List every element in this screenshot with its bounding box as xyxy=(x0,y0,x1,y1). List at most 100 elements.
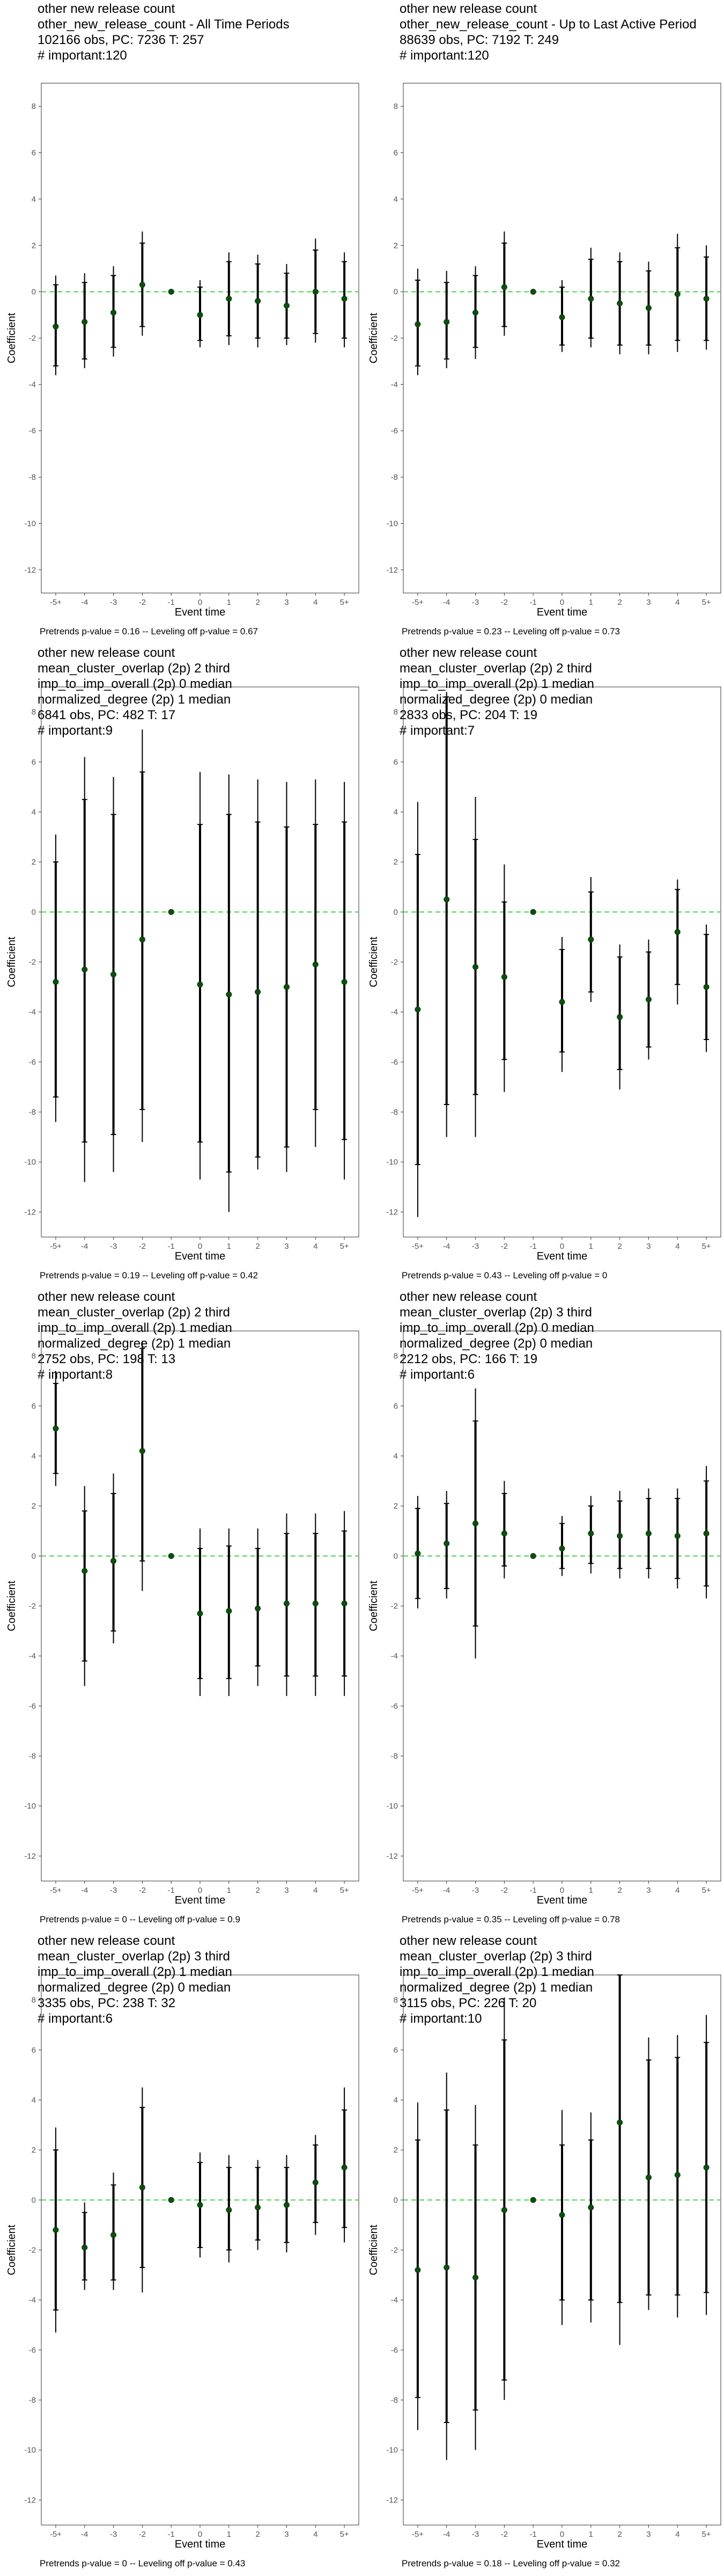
data-point-group xyxy=(168,289,174,295)
coefficient-point xyxy=(617,300,623,306)
y-tick-label: -10 xyxy=(386,519,398,528)
data-point-group xyxy=(139,1341,145,1591)
chart-title-line: 102166 obs, PC: 7236 T: 257 xyxy=(38,33,204,47)
y-tick-label: -4 xyxy=(391,2296,398,2305)
y-tick-label: 2 xyxy=(32,241,36,250)
x-tick-label: 5+ xyxy=(340,2530,349,2539)
coefficient-point xyxy=(674,929,681,935)
chart-title-line: mean_cluster_overlap (2p) 3 third xyxy=(400,1949,592,1964)
pvalue-caption: Pretrends p-value = 0.43 -- Leveling off… xyxy=(402,1270,608,1280)
x-tick-label: -3 xyxy=(472,2530,479,2539)
x-tick-label: 1 xyxy=(589,1242,593,1251)
x-tick-label: 1 xyxy=(227,2530,231,2539)
coefficient-point xyxy=(559,1545,565,1552)
y-tick-label: -6 xyxy=(29,1058,36,1067)
coefficient-point xyxy=(341,1600,348,1607)
y-tick-label: 4 xyxy=(394,195,398,204)
chart-title-line: # important:120 xyxy=(400,48,489,63)
data-point-group xyxy=(341,1511,348,1696)
coefficient-point xyxy=(559,999,565,1005)
chart-title-line: # important:7 xyxy=(400,723,475,738)
data-point-group xyxy=(444,2072,450,2460)
data-point-group xyxy=(703,924,710,1052)
y-tick-label: -8 xyxy=(391,1752,398,1761)
x-tick-label: -5+ xyxy=(50,598,62,607)
y-axis-label: Coefficient xyxy=(368,1580,380,1631)
data-point-group xyxy=(645,1488,652,1579)
data-point-group xyxy=(283,2155,290,2253)
chart-title-line: mean_cluster_overlap (2p) 3 third xyxy=(38,1949,230,1964)
data-point-group xyxy=(501,1997,507,2401)
x-axis-label: Event time xyxy=(537,1894,587,1906)
coefficient-point xyxy=(283,303,290,309)
data-point-group xyxy=(226,1528,232,1696)
x-tick-label: -1 xyxy=(530,2530,537,2539)
chart-title: other new release count mean_cluster_over… xyxy=(38,1933,232,2026)
coefficient-point xyxy=(559,314,565,320)
y-tick-label: -6 xyxy=(29,1702,36,1711)
coefficient-point xyxy=(110,1558,117,1564)
coefficient-point xyxy=(617,2119,623,2126)
coefficient-point xyxy=(168,1553,174,1559)
y-tick-label: -8 xyxy=(29,473,36,482)
data-point-group xyxy=(53,1371,59,1486)
chart-title-line: imp_to_imp_overall (2p) 1 median xyxy=(38,1321,232,1335)
coefficient-point xyxy=(110,310,117,316)
y-tick-label: -2 xyxy=(29,958,36,967)
chart-panel-1: other new release count other_new_release… xyxy=(0,0,362,644)
data-point-group xyxy=(312,2135,319,2235)
chart-panel-2: other new release count other_new_release… xyxy=(362,0,724,644)
chart-title-line: 88639 obs, PC: 7192 T: 249 xyxy=(400,33,559,47)
coefficient-point xyxy=(617,1014,623,1020)
x-tick-label: -1 xyxy=(530,1886,537,1895)
y-tick-label: -12 xyxy=(24,1851,36,1861)
coefficient-point xyxy=(530,2197,536,2203)
y-tick-label: 8 xyxy=(32,708,36,717)
chart-title-line: 2833 obs, PC: 204 T: 19 xyxy=(400,708,538,722)
chart-title-line: other_new_release_count - All Time Perio… xyxy=(38,17,290,32)
y-tick-label: -4 xyxy=(29,1652,36,1661)
coefficient-point xyxy=(110,971,117,978)
y-tick-label: 4 xyxy=(394,2096,398,2105)
coefficient-point xyxy=(444,319,450,325)
x-tick-label: 3 xyxy=(646,598,651,607)
y-tick-label: 6 xyxy=(394,1402,398,1411)
data-point-group xyxy=(703,1466,710,1599)
y-axis-label: Coefficient xyxy=(6,936,18,987)
coefficient-point xyxy=(444,2264,450,2271)
pvalue-caption: Pretrends p-value = 0.19 -- Leveling off… xyxy=(40,1270,258,1280)
data-point-group xyxy=(559,280,565,352)
y-tick-label: 6 xyxy=(32,149,36,158)
y-tick-label: -10 xyxy=(386,1802,398,1811)
coefficient-point xyxy=(588,936,594,943)
data-point-group xyxy=(53,275,59,376)
data-point-group xyxy=(415,802,421,1217)
y-tick-label: -6 xyxy=(391,2346,398,2355)
data-point-group xyxy=(283,1513,290,1696)
chart-title-line: normalized_degree (2p) 0 median xyxy=(38,1980,231,1995)
y-tick-label: 2 xyxy=(394,2146,398,2155)
data-point-group xyxy=(283,264,290,345)
y-tick-label: 2 xyxy=(394,858,398,867)
y-tick-label: 8 xyxy=(32,1996,36,2005)
coefficient-point xyxy=(139,936,145,943)
y-tick-label: 2 xyxy=(32,1502,36,1511)
coefficient-point xyxy=(703,2164,710,2171)
coefficient-point xyxy=(645,996,652,1002)
coefficient-point xyxy=(472,310,479,316)
data-point-group xyxy=(645,2037,652,2310)
x-tick-label: -2 xyxy=(139,598,146,607)
y-tick-label: -12 xyxy=(386,566,398,575)
data-point-group xyxy=(674,1488,681,1589)
x-tick-label: 4 xyxy=(313,1886,317,1895)
pvalue-caption: Pretrends p-value = 0 -- Leveling off p-… xyxy=(40,2558,246,2568)
data-point-group xyxy=(501,231,507,336)
y-tick-label: 0 xyxy=(394,1552,398,1561)
chart-title-line: other new release count xyxy=(38,1290,175,1304)
chart-title: other new release count other_new_release… xyxy=(400,1,697,63)
y-tick-label: -8 xyxy=(391,2396,398,2405)
chart-title-line: other new release count xyxy=(38,1934,175,1948)
y-axis-label: Coefficient xyxy=(6,312,18,363)
